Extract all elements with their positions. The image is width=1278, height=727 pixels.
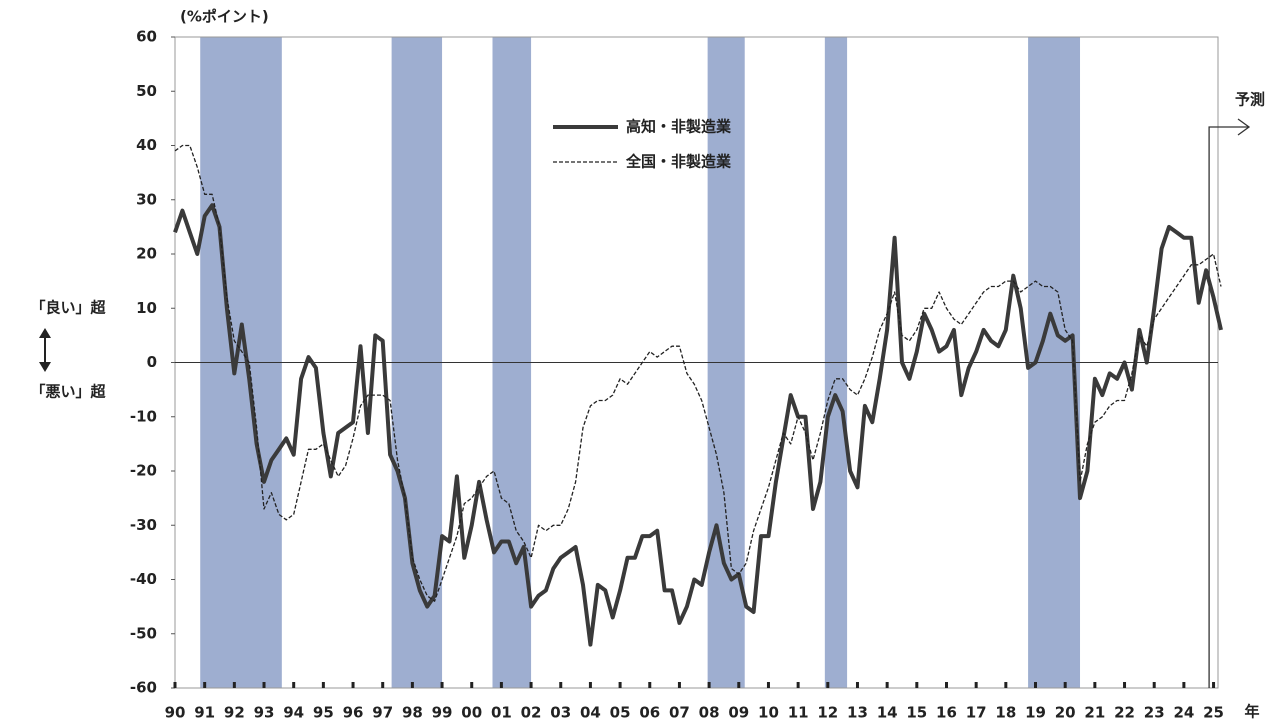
x-tick-label: 13 <box>847 704 868 722</box>
x-tick-label: 92 <box>224 704 245 722</box>
x-tick-label: 09 <box>728 704 749 722</box>
x-tick-label: 91 <box>194 704 215 722</box>
y-tick-label: 30 <box>136 190 157 208</box>
x-tick-label: 97 <box>372 704 393 722</box>
y-tick-label: 50 <box>136 82 157 100</box>
x-tick-label: 96 <box>343 704 364 722</box>
x-tick-label: 03 <box>550 704 571 722</box>
x-unit: 年 <box>1244 703 1259 721</box>
x-tick-label: 21 <box>1084 704 1105 722</box>
x-tick-label: 17 <box>966 704 987 722</box>
y-tick-label: 60 <box>136 28 157 46</box>
y-tick-label: 10 <box>136 299 157 317</box>
y-tick-label: -40 <box>130 570 157 588</box>
x-tick-label: 22 <box>1114 704 1135 722</box>
forecast-label: 予測 <box>1235 91 1265 109</box>
x-tick-label: 25 <box>1203 704 1224 722</box>
x-tick-label: 95 <box>313 704 334 722</box>
x-tick-label: 16 <box>936 704 957 722</box>
x-tick-label: 02 <box>521 704 542 722</box>
y-tick-label: 20 <box>136 245 157 263</box>
legend-label: 高知・非製造業 <box>626 118 732 136</box>
series-line <box>174 144 1222 602</box>
legend-label: 全国・非製造業 <box>625 153 732 171</box>
x-tick-label: 14 <box>877 704 898 722</box>
x-tick-label: 19 <box>1025 704 1046 722</box>
upper-label: 「良い」超 <box>30 299 106 317</box>
x-tick-label: 15 <box>906 704 927 722</box>
x-tick-label: 04 <box>580 704 601 722</box>
forecast-arrow <box>1208 118 1251 688</box>
x-tick-label: 94 <box>283 704 304 722</box>
x-tick-label: 08 <box>699 704 720 722</box>
y-tick-label: -20 <box>130 462 157 480</box>
x-tick-label: 24 <box>1173 704 1194 722</box>
y-unit: (%ポイント) <box>180 8 269 26</box>
x-tick-label: 93 <box>254 704 275 722</box>
x-tick-label: 11 <box>788 704 809 722</box>
x-tick-label: 00 <box>461 704 482 722</box>
x-tick-label: 99 <box>432 704 453 722</box>
y-tick-label: 0 <box>147 353 157 371</box>
series-line <box>173 203 1223 647</box>
x-tick-label: 01 <box>491 704 512 722</box>
updown-arrow <box>39 328 51 372</box>
x-tick-label: 98 <box>402 704 423 722</box>
x-tick-label: 23 <box>1144 704 1165 722</box>
y-tick-label: 40 <box>136 136 157 154</box>
x-tick-label: 06 <box>639 704 660 722</box>
y-tick-label: -50 <box>130 624 157 642</box>
x-tick-label: 18 <box>995 704 1016 722</box>
x-tick-label: 07 <box>669 704 690 722</box>
y-tick-label: -10 <box>130 407 157 425</box>
lower-label: 「悪い」超 <box>30 383 106 401</box>
x-tick-label: 12 <box>817 704 838 722</box>
x-tick-label: 90 <box>165 704 186 722</box>
x-tick-label: 10 <box>758 704 779 722</box>
x-tick-label: 20 <box>1055 704 1076 722</box>
y-tick-label: -60 <box>130 679 157 697</box>
x-tick-label: 05 <box>610 704 631 722</box>
y-tick-label: -30 <box>130 516 157 534</box>
